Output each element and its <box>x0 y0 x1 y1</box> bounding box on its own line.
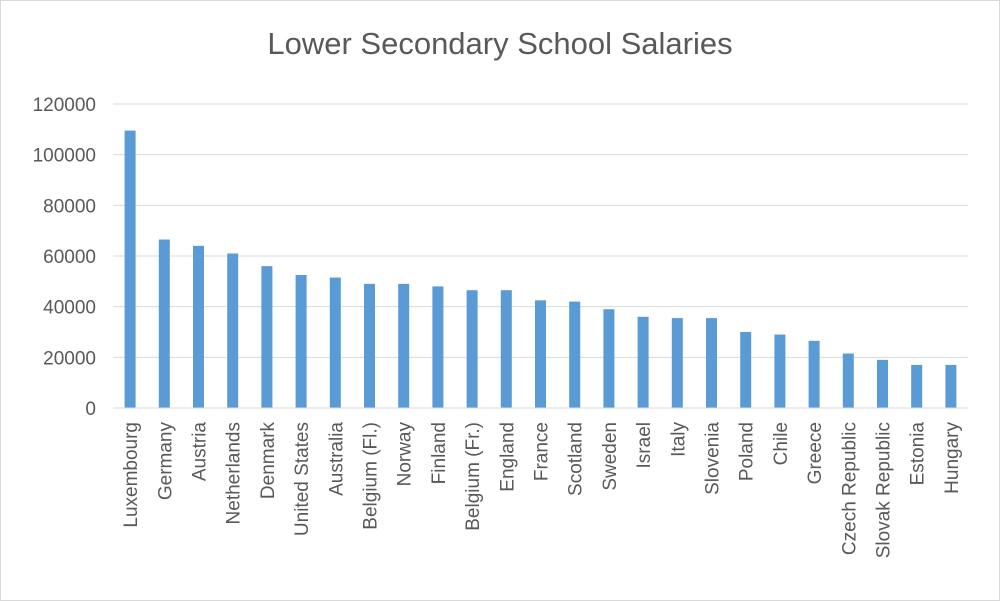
x-tick-label: Poland <box>737 422 758 481</box>
x-tick-label: Sweden <box>600 422 621 491</box>
x-tick-label: England <box>497 422 518 492</box>
x-tick-label: Australia <box>326 422 347 496</box>
bar-belgium-fl <box>364 283 375 408</box>
x-tick-label: Estonia <box>908 422 929 486</box>
bar-poland <box>740 332 752 408</box>
bar-sweden <box>603 309 615 408</box>
x-tick-label: Belgium (Fl.) <box>361 422 382 530</box>
bar-estonia <box>911 364 923 408</box>
x-tick-label: Slovenia <box>703 422 724 495</box>
x-tick-label: Israel <box>634 422 655 468</box>
bar-united-states <box>295 275 307 408</box>
x-tick-label: France <box>532 422 553 481</box>
x-tick-label: Chile <box>771 422 792 465</box>
y-tick-label: 80000 <box>43 196 96 217</box>
chart-title: Lower Secondary School Salaries <box>267 26 733 61</box>
y-tick-label: 0 <box>85 399 96 420</box>
bar-italy <box>671 318 683 408</box>
x-tick-label: Scotland <box>566 422 587 496</box>
bar-norway <box>398 283 410 408</box>
bar-slovenia <box>706 318 717 408</box>
bar-germany <box>158 239 170 408</box>
bar-england <box>500 290 512 408</box>
x-tick-label: United States <box>292 422 313 536</box>
y-tick-label: 120000 <box>33 95 96 116</box>
bar-chile <box>774 334 786 408</box>
x-tick-label: Netherlands <box>224 422 245 524</box>
y-tick-label: 40000 <box>43 298 96 319</box>
bar-netherlands <box>227 253 239 408</box>
bar-belgium-fr <box>466 290 478 408</box>
x-tick-label: Norway <box>395 422 416 487</box>
x-tick-label: Luxembourg <box>121 422 142 528</box>
bar-australia <box>329 277 341 408</box>
x-tick-label: Czech Republic <box>839 422 860 555</box>
x-tick-label: Germany <box>155 422 176 501</box>
bar-austria <box>193 245 204 408</box>
bar-slovak-republic <box>877 359 888 408</box>
x-tick-label: Hungary <box>942 422 963 494</box>
x-axis-labels: Luxembourg Germany Austria Netherlands Denma… <box>121 422 963 559</box>
bar-czech-republic <box>842 353 854 408</box>
bar-luxembourg <box>124 130 136 408</box>
y-tick-label: 100000 <box>33 146 96 167</box>
x-tick-label: Italy <box>668 422 689 457</box>
x-tick-label: Belgium (Fr.) <box>463 422 484 531</box>
bar-denmark <box>261 266 273 408</box>
bar-finland <box>432 286 444 408</box>
bar-hungary <box>945 364 957 408</box>
bar-greece <box>808 340 820 408</box>
x-tick-label: Greece <box>805 422 826 484</box>
x-tick-label: Finland <box>429 422 450 484</box>
y-axis-ticks: 0 20000 40000 60000 80000 100000 120000 <box>33 95 96 420</box>
bar-scotland <box>569 301 581 408</box>
x-tick-label: Austria <box>190 422 211 482</box>
bar-israel <box>637 316 649 408</box>
x-tick-label: Denmark <box>258 422 279 500</box>
y-tick-label: 60000 <box>43 247 96 268</box>
y-tick-label: 20000 <box>43 348 96 369</box>
bar-france <box>535 300 546 408</box>
x-tick-label: Slovak Republic <box>874 422 895 558</box>
bars <box>124 130 957 408</box>
